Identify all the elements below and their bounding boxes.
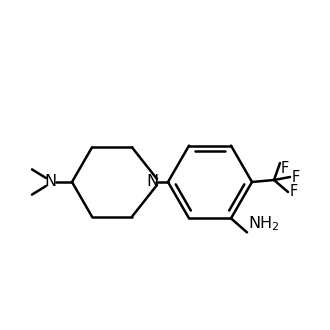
Text: F: F — [292, 170, 300, 184]
Text: NH$_2$: NH$_2$ — [248, 215, 280, 233]
Text: F: F — [281, 161, 289, 176]
Text: N: N — [146, 175, 158, 189]
Text: F: F — [290, 184, 298, 200]
Text: N: N — [44, 175, 56, 189]
